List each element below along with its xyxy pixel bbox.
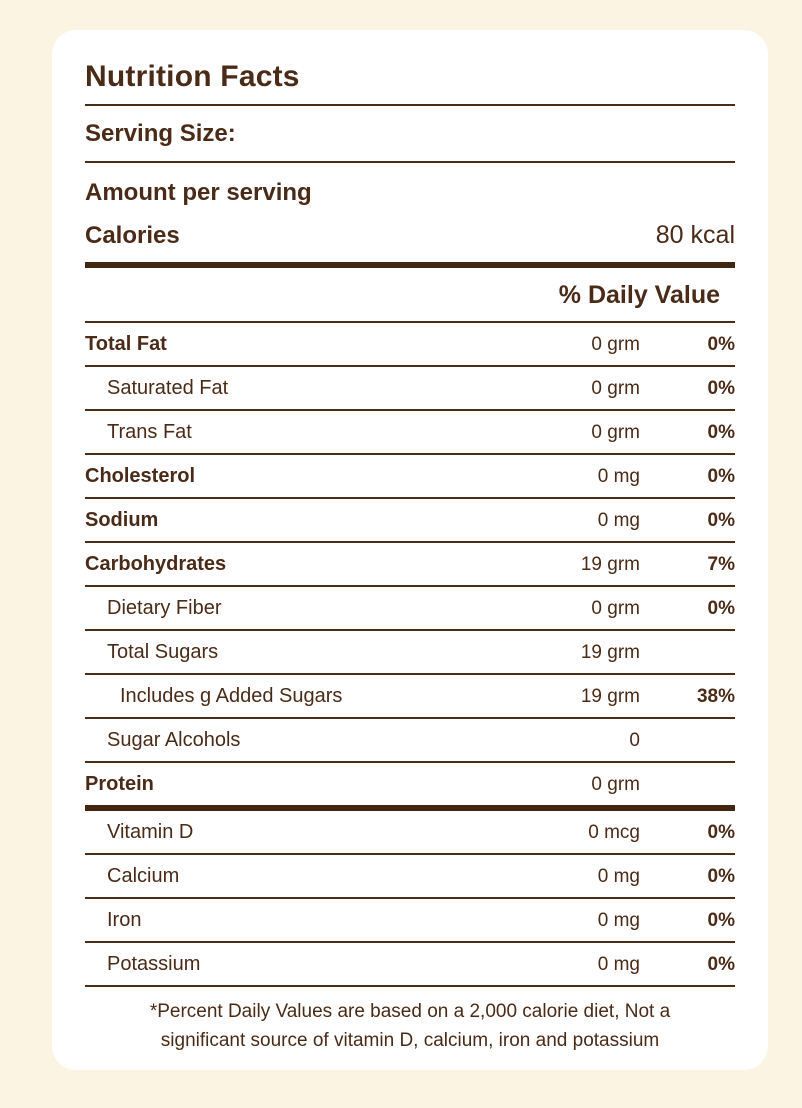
calories-row: Calories 80 kcal (85, 209, 735, 262)
row-label: Calcium (107, 865, 180, 887)
row-label: Potassium (107, 953, 201, 975)
table-row: Potassium 0 mg 0% (85, 943, 735, 987)
row-percent: 38% (696, 686, 735, 707)
row-amount: 0 grm (591, 598, 640, 619)
daily-value-header: % Daily Value (85, 268, 735, 323)
table-row: Sugar Alcohols 0 (85, 719, 735, 763)
table-row: Vitamin D 0 mcg 0% (85, 811, 735, 855)
row-percent: 0% (707, 910, 735, 931)
row-amount: 19 grm (580, 686, 640, 707)
row-amount: 0 grm (591, 378, 640, 399)
calories-value: 80 kcal (655, 221, 735, 249)
row-percent: 0% (707, 954, 735, 975)
row-percent: 0% (707, 598, 735, 619)
row-label: Trans Fat (107, 421, 192, 443)
page-title: Nutrition Facts (85, 54, 735, 106)
row-label: Total Fat (85, 333, 167, 355)
row-percent: 0% (707, 822, 735, 843)
table-row: Sodium 0 mg 0% (85, 499, 735, 543)
row-amount: 0 mg (597, 510, 640, 531)
table-row: Calcium 0 mg 0% (85, 855, 735, 899)
table-row: Cholesterol 0 mg 0% (85, 455, 735, 499)
table-row: Protein 0 grm (85, 763, 735, 811)
row-label: Vitamin D (107, 821, 194, 843)
row-label: Total Sugars (107, 641, 219, 663)
row-percent: 0% (707, 422, 735, 443)
row-amount: 0 grm (591, 774, 640, 795)
nutrition-facts-card: Nutrition Facts Serving Size: Amount per… (52, 30, 768, 1070)
row-amount: 0 grm (591, 334, 640, 355)
table-row: Total Fat 0 grm 0% (85, 323, 735, 367)
row-label: Includes g Added Sugars (120, 685, 343, 707)
row-label: Sugar Alcohols (107, 729, 241, 751)
row-percent: 0% (707, 466, 735, 487)
row-amount: 0 grm (591, 422, 640, 443)
serving-size-label: Serving Size: (85, 106, 735, 163)
row-percent: 7% (707, 554, 735, 575)
nutrition-rows: Total Fat 0 grm 0% Saturated Fat 0 grm 0% Tran… (85, 323, 735, 987)
row-percent: 0% (707, 378, 735, 399)
row-label: Protein (85, 773, 154, 795)
footnote: *Percent Daily Values are based on a 2,0… (149, 1001, 671, 1051)
table-row: Carbohydrates 19 grm 7% (85, 543, 735, 587)
row-percent: 0% (707, 510, 735, 531)
row-amount: 0 mcg (588, 822, 640, 843)
row-label: Saturated Fat (107, 377, 229, 399)
row-label: Sodium (85, 509, 159, 531)
row-label: Carbohydrates (85, 553, 227, 575)
table-row: Includes g Added Sugars 19 grm 38% (85, 675, 735, 719)
row-amount: 19 grm (580, 642, 640, 663)
table-row: Iron 0 mg 0% (85, 899, 735, 943)
row-amount: 0 mg (597, 466, 640, 487)
row-amount: 0 mg (597, 910, 640, 931)
table-row: Trans Fat 0 grm 0% (85, 411, 735, 455)
row-amount: 0 mg (597, 954, 640, 975)
row-amount: 0 mg (597, 866, 640, 887)
row-label: Dietary Fiber (107, 597, 222, 619)
row-label: Cholesterol (85, 465, 196, 487)
row-amount: 19 grm (580, 554, 640, 575)
thick-divider-top (85, 262, 735, 268)
table-row: Saturated Fat 0 grm 0% (85, 367, 735, 411)
row-percent: 0% (707, 334, 735, 355)
table-row: Dietary Fiber 0 grm 0% (85, 587, 735, 631)
row-amount: 0 (629, 730, 640, 751)
amount-per-serving-label: Amount per serving (85, 179, 312, 206)
row-percent: 0% (707, 866, 735, 887)
row-label: Iron (107, 909, 142, 931)
calories-label: Calories (85, 222, 180, 249)
table-row: Total Sugars 19 grm (85, 631, 735, 675)
